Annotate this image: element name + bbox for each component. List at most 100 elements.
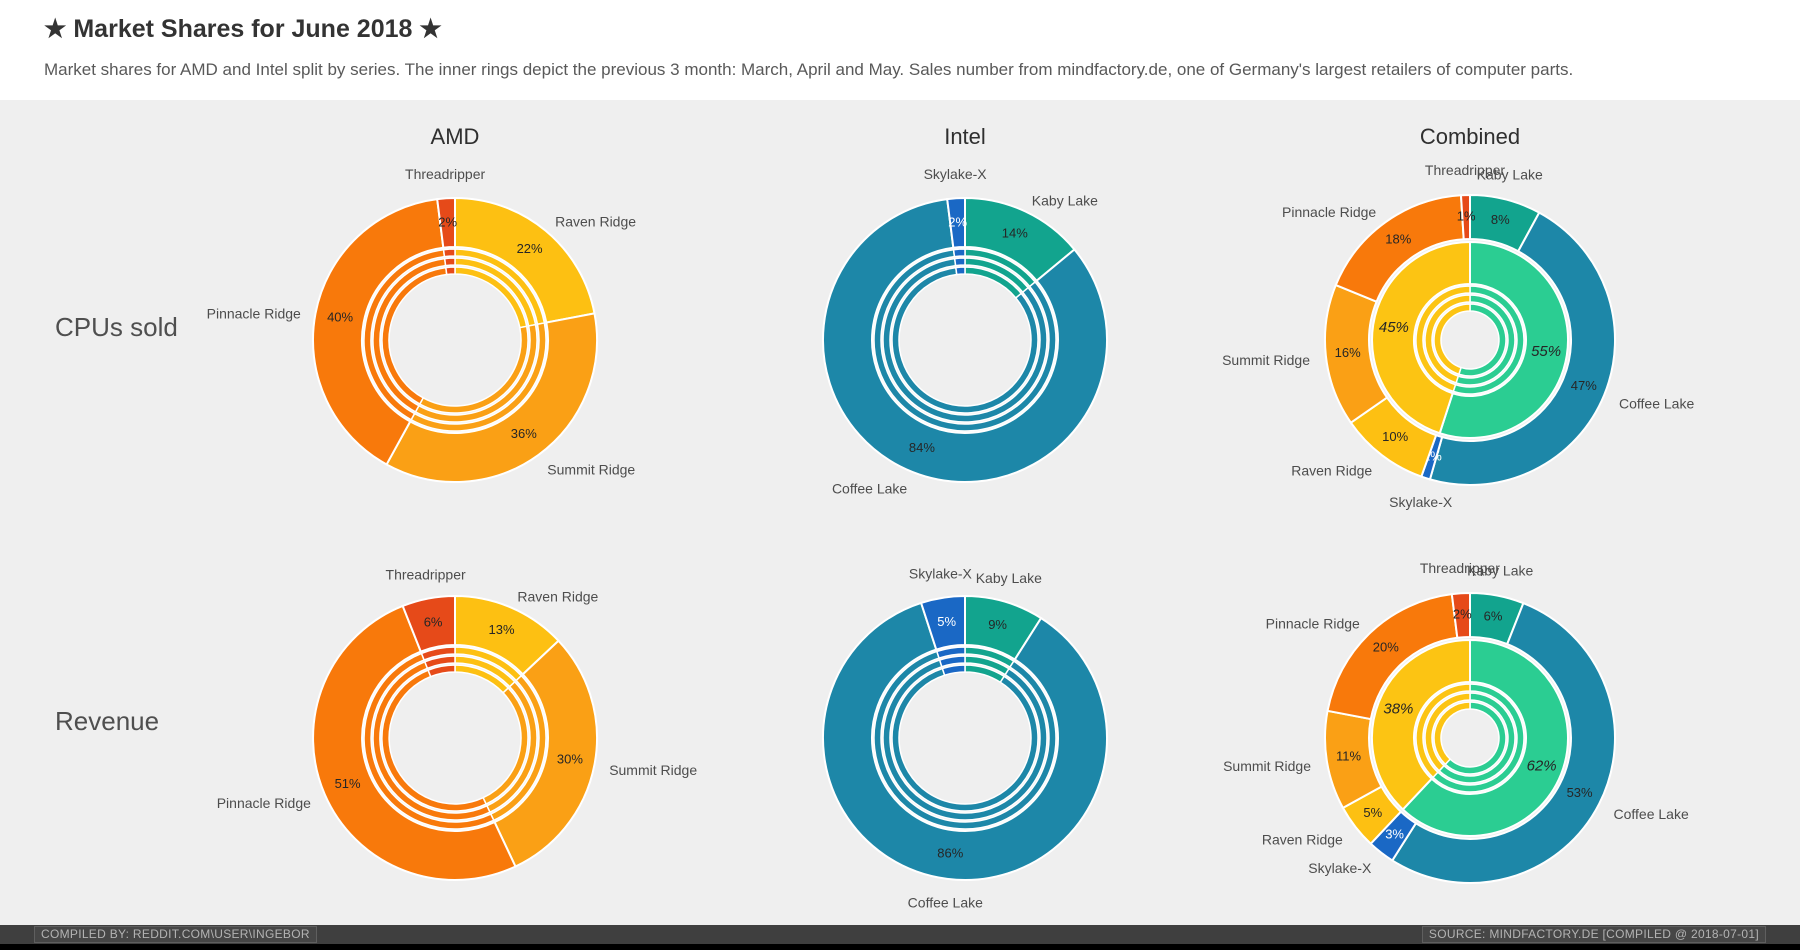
pie-slice-amd (1371, 240, 1471, 435)
slice-name-label: Pinnacle Ridge (1282, 204, 1376, 220)
header: ★ Market Shares for June 2018 ★ Market s… (0, 0, 1800, 100)
pie-slice-threadripper (427, 664, 456, 678)
pie-slice-summit-ridge (493, 639, 598, 868)
slice-value-label: 62% (1527, 757, 1557, 774)
donut-svg: 6% Kaby Lake 53% Coffee Lake 3% Skylake-X 5% Ra… (1223, 560, 1689, 884)
slice-value-label: 40% (327, 310, 353, 325)
slice-name-label: Coffee Lake (1619, 396, 1694, 412)
slice-name-label: Kaby Lake (1032, 193, 1098, 209)
slice-name-label: Coffee Lake (908, 895, 983, 911)
pie-slice-amd (1415, 683, 1471, 779)
pie-slice-intel (1438, 240, 1570, 439)
slice-value-label: 6% (1484, 609, 1503, 624)
pie-slice-skylake-x (935, 646, 966, 660)
slice-value-label: 47% (1571, 378, 1597, 393)
pie-slice-coffee-lake (873, 650, 1057, 830)
row-label-cpus-sold: CPUs sold (55, 312, 178, 342)
slice-name-label: Skylake-X (909, 566, 973, 582)
pie-slice-threadripper (401, 594, 456, 653)
slice-name-label: Coffee Lake (1614, 806, 1689, 822)
slice-name-label: Threadripper (1425, 162, 1505, 178)
slice-value-label: 36% (511, 426, 537, 441)
donut-svg: 8% Kaby Lake 47% Coffee Lake 1% Skylake-X 10% R… (1222, 162, 1694, 510)
slice-value-label: 18% (1385, 231, 1411, 246)
slice-name-label: Summit Ridge (1222, 352, 1310, 368)
slice-value-label: 3% (1385, 827, 1404, 842)
row-label-revenue: Revenue (55, 706, 160, 736)
slice-name-label: Skylake-X (1389, 494, 1453, 510)
slice-value-label: 2% (438, 215, 457, 230)
slice-value-label: 11% (1336, 749, 1361, 764)
column-header-combined: Combined (1419, 124, 1521, 149)
pie-slice-skylake-x (955, 266, 966, 276)
slice-name-label: Summit Ridge (609, 762, 697, 778)
slice-name-label: Summit Ridge (547, 462, 635, 478)
slice-value-label: 9% (988, 617, 1007, 632)
pie-slice-threadripper (443, 257, 456, 267)
donut-chart-revenue-combined: 6% Kaby Lake 53% Coffee Lake 3% Skylake-X 5% Ra… (1215, 538, 1725, 938)
pie-slice-coffee-lake (822, 601, 1108, 881)
slice-value-label: 5% (1363, 805, 1382, 820)
slice-name-label: Threadripper (405, 166, 485, 182)
footer-source: SOURCE: MINDFACTORY.DE [COMPILED @ 2018-… (1421, 926, 1766, 943)
slice-value-label: 14% (1002, 226, 1028, 241)
column-header-intel: Intel (944, 124, 986, 149)
slice-name-label: Raven Ridge (1291, 463, 1372, 479)
slice-value-label: 6% (424, 615, 443, 630)
column-header-amd: AMD (430, 124, 480, 149)
pie-slice-coffee-lake (882, 659, 1048, 821)
pie-slice-coffee-lake (1390, 601, 1616, 884)
slice-name-label: Pinnacle Ridge (1266, 615, 1360, 631)
pie-slice-intel (1401, 638, 1569, 837)
slice-name-label: Skylake-X (1308, 860, 1372, 876)
slice-value-label: 10% (1382, 429, 1408, 444)
pie-slice-skylake-x (953, 257, 966, 267)
pie-slice-coffee-lake (1428, 211, 1616, 487)
pie-slice-threadripper (420, 646, 456, 661)
donut-svg: 13% Raven Ridge 30% Summit Ridge 51% Pinnacle… (217, 567, 697, 881)
footer-bottom-strip (0, 944, 1800, 950)
slice-name-label: Summit Ridge (1223, 758, 1311, 774)
donut-chart-revenue-amd: 13% Raven Ridge 30% Summit Ridge 51% Pinnacle… (200, 538, 710, 938)
slice-value-label: 86% (937, 846, 963, 861)
pie-slice-amd (1433, 701, 1471, 766)
donut-chart-cpus-sold-combined: 8% Kaby Lake 47% Coffee Lake 1% Skylake-X 10% R… (1215, 140, 1725, 540)
donut-chart-cpus-sold-intel: 14% Kaby Lake 84% Coffee Lake 2% Skylake-X (710, 140, 1220, 540)
slice-value-label: 1% (1457, 209, 1476, 224)
donut-svg: 9% Kaby Lake 86% Coffee Lake 5% Skylake-X (822, 566, 1108, 911)
slice-name-label: Raven Ridge (1262, 831, 1343, 847)
slice-value-label: 45% (1379, 319, 1409, 336)
pie-slice-amd (1433, 303, 1471, 376)
pie-slice-skylake-x (941, 664, 966, 677)
slice-name-label: Pinnacle Ridge (217, 795, 311, 811)
pie-slice-skylake-x (946, 196, 966, 249)
footer-compiled-by: COMPILED BY: REDDIT.COM\USER\INGEBOR (34, 926, 317, 943)
slice-value-label: 2% (1453, 607, 1472, 622)
pie-slice-threadripper (423, 655, 456, 670)
pie-slice-pinnacle-ridge (312, 198, 445, 466)
slice-name-label: Threadripper (1420, 560, 1500, 576)
slice-name-label: Coffee Lake (832, 481, 907, 497)
donut-chart-revenue-intel: 9% Kaby Lake 86% Coffee Lake 5% Skylake-X (710, 538, 1220, 938)
pie-slice-amd (1370, 638, 1471, 811)
slice-name-label: Skylake-X (924, 166, 988, 182)
footer: COMPILED BY: REDDIT.COM\USER\INGEBOR SOU… (0, 925, 1800, 944)
donut-svg: 14% Kaby Lake 84% Coffee Lake 2% Skylake-X (822, 166, 1108, 497)
slice-name-label: Kaby Lake (976, 570, 1042, 586)
slice-name-label: Pinnacle Ridge (207, 305, 301, 321)
pie-slice-amd (1424, 692, 1471, 772)
slice-value-label: 2% (948, 215, 967, 230)
pie-slice-pinnacle-ridge (312, 604, 517, 881)
pie-slice-skylake-x (952, 248, 966, 258)
slice-name-label: Threadripper (386, 567, 466, 583)
pie-slice-amd (1424, 294, 1471, 384)
pie-slice-threadripper (1459, 193, 1471, 241)
slice-name-label: Kaby Lake (1467, 563, 1533, 579)
pie-slice-coffee-lake (822, 197, 1108, 483)
slice-value-label: 55% (1531, 343, 1561, 360)
pie-slice-amd (1415, 285, 1471, 393)
pie-slice-threadripper (442, 248, 456, 258)
slice-value-label: 53% (1567, 785, 1593, 800)
donut-svg: 22% Raven Ridge 36% Summit Ridge 40% Pinnacle… (207, 166, 636, 483)
